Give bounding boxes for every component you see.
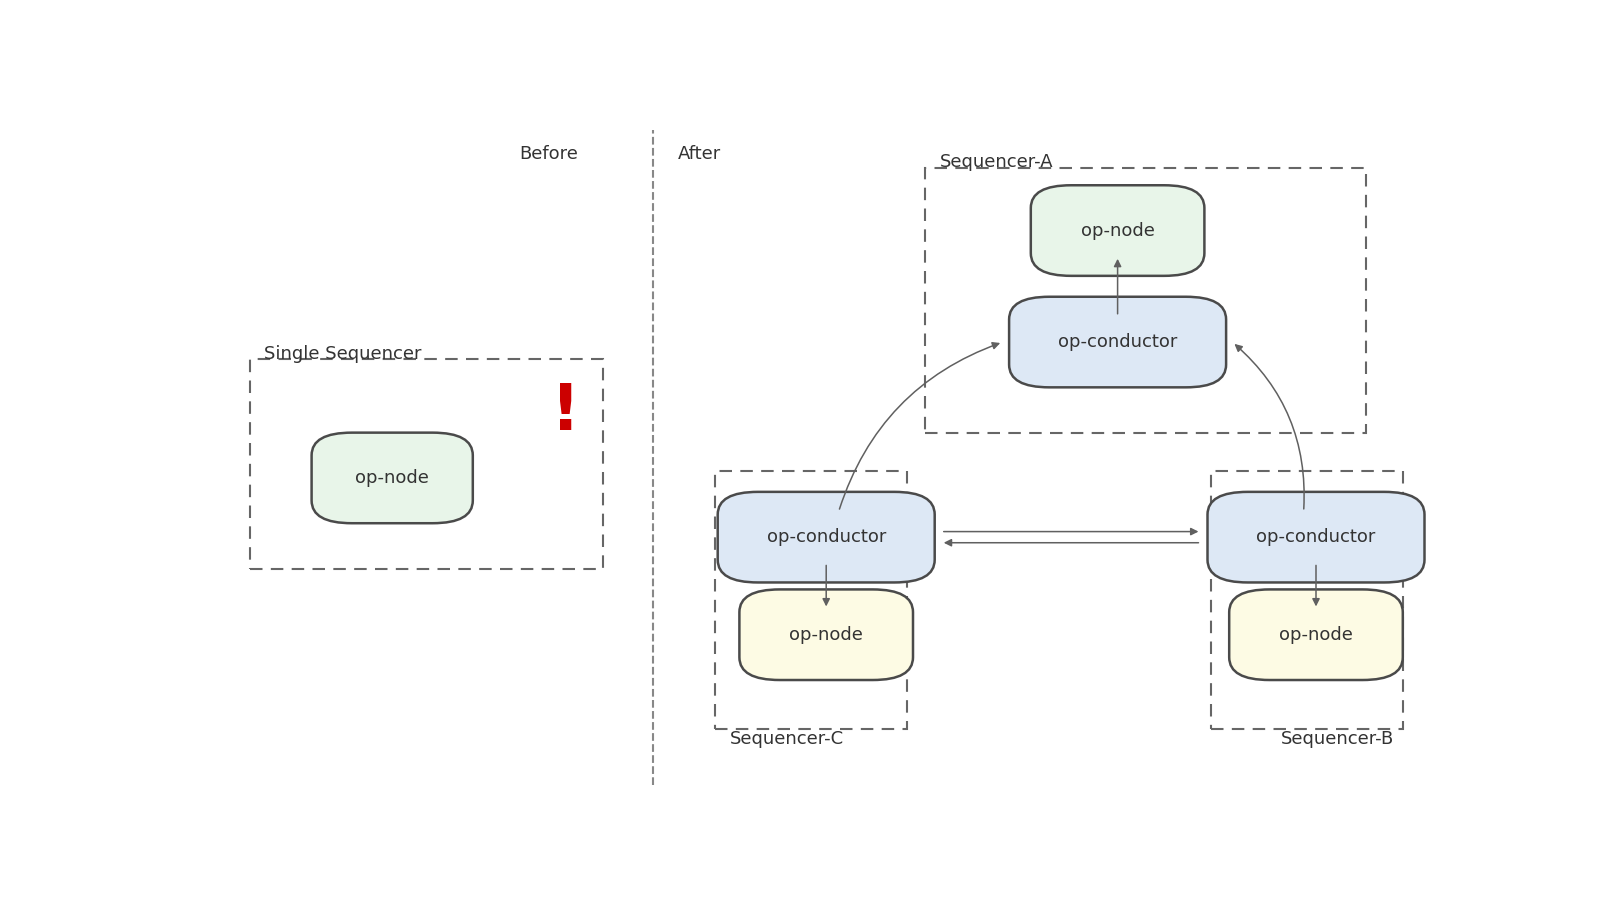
Text: op-node: op-node: [1278, 625, 1354, 643]
Text: op-conductor: op-conductor: [1058, 333, 1178, 351]
FancyBboxPatch shape: [739, 589, 914, 680]
FancyArrowPatch shape: [944, 529, 1197, 535]
Text: op-node: op-node: [1080, 222, 1155, 240]
FancyArrowPatch shape: [1115, 261, 1120, 314]
Text: op-conductor: op-conductor: [766, 529, 886, 546]
Text: Sequencer-B: Sequencer-B: [1282, 730, 1394, 748]
FancyArrowPatch shape: [1235, 345, 1304, 509]
Text: op-node: op-node: [789, 625, 862, 643]
Text: Sequencer-C: Sequencer-C: [730, 730, 843, 748]
Text: op-node: op-node: [355, 469, 429, 487]
FancyArrowPatch shape: [840, 343, 998, 510]
FancyBboxPatch shape: [1010, 297, 1226, 387]
Text: Before: Before: [520, 145, 578, 163]
FancyArrowPatch shape: [946, 539, 1198, 546]
FancyBboxPatch shape: [718, 491, 934, 583]
FancyArrowPatch shape: [822, 566, 829, 605]
Text: op-conductor: op-conductor: [1256, 529, 1376, 546]
Text: Sequencer-A: Sequencer-A: [941, 153, 1054, 171]
Text: Single Sequencer: Single Sequencer: [264, 345, 422, 363]
FancyBboxPatch shape: [1229, 589, 1403, 680]
FancyBboxPatch shape: [312, 433, 474, 523]
FancyArrowPatch shape: [1314, 566, 1318, 605]
FancyBboxPatch shape: [1208, 491, 1424, 583]
Text: After: After: [677, 145, 720, 163]
FancyBboxPatch shape: [1030, 186, 1205, 276]
Text: !: !: [550, 381, 581, 443]
